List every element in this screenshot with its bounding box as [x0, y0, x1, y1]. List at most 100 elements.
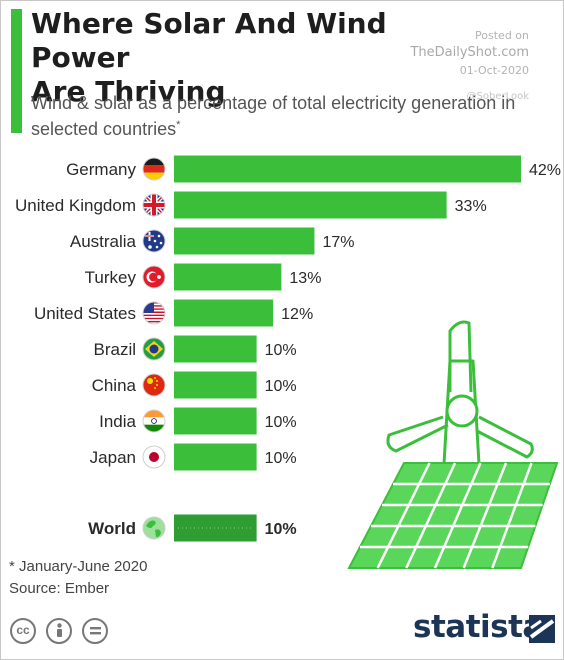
bar-brazil	[174, 335, 257, 363]
no-derivatives-icon	[82, 618, 108, 644]
united-states-flag-icon	[142, 301, 166, 325]
flag-star-small	[156, 384, 158, 386]
statista-logo-mark-icon	[529, 615, 555, 643]
category-label-united-kingdom: United Kingdom	[15, 196, 136, 215]
australia-flag-icon	[142, 229, 166, 253]
flag-body	[143, 302, 165, 324]
flag-outline	[142, 157, 166, 181]
flag-body	[143, 374, 165, 396]
flag-star	[148, 245, 152, 249]
watermark-date: 01-Oct-2020	[459, 64, 529, 77]
flag-stripe-saffron	[143, 410, 165, 418]
flag-star-small	[154, 377, 156, 379]
flag-stripe	[143, 314, 165, 317]
bar-china	[174, 371, 257, 399]
flag-stripe	[143, 317, 165, 320]
value-label-germany: 42%	[529, 162, 561, 179]
attribution-icon	[46, 618, 72, 644]
japan-flag-icon	[142, 445, 166, 469]
turkey-flag-icon	[142, 265, 166, 289]
flag-globe	[149, 344, 159, 354]
flag-chakra	[151, 418, 157, 424]
germany-flag-icon	[142, 157, 166, 181]
source-note: Source: Ember	[9, 580, 110, 597]
flag-outline	[142, 373, 166, 397]
footnote: * January-June 2020	[9, 558, 148, 575]
bar-turkey	[174, 263, 282, 291]
solar-panel-gridline	[433, 462, 482, 569]
flag-body	[143, 517, 165, 539]
statista-logo[interactable]: statista	[413, 609, 543, 645]
flag-outline	[142, 265, 166, 289]
solar-panel-gridline	[491, 462, 533, 569]
category-label-japan: Japan	[90, 448, 136, 467]
flag-body	[143, 410, 165, 432]
flag-outline	[142, 516, 166, 540]
flag-outline	[142, 229, 166, 253]
watermark-site: TheDailyShot.com	[410, 45, 529, 60]
flag-stripe-white	[143, 417, 165, 425]
value-label-china: 10%	[265, 378, 297, 395]
globe-land	[146, 520, 161, 538]
category-label-united-states: United States	[34, 304, 136, 323]
flag-star	[157, 234, 161, 238]
value-label-brazil: 10%	[265, 342, 297, 359]
bars-layer: Germany 42% United Kingdom 33% Australia 17% T…	[15, 155, 561, 542]
value-label-turkey: 13%	[289, 270, 321, 287]
china-flag-icon	[142, 373, 166, 397]
bar-australia	[174, 227, 315, 255]
flag-cross-red-v	[152, 194, 156, 216]
chart-subtitle: Wind & solar as a percentage of total el…	[31, 92, 561, 140]
title-accent-bar	[11, 9, 22, 133]
subtitle-footnote-mark: *	[176, 119, 181, 131]
category-label-australia: Australia	[70, 232, 137, 251]
category-label-germany: Germany	[66, 160, 136, 179]
watermark-posted: Posted on	[475, 29, 529, 42]
category-label-india: India	[99, 412, 136, 431]
flag-stripe	[143, 316, 165, 318]
flag-outline	[142, 193, 166, 217]
page-title: Where Solar And Wind Power Are Thriving	[31, 7, 451, 109]
value-label-united-kingdom: 33%	[455, 198, 487, 215]
flag-stripe	[143, 319, 165, 321]
watermark-handle: @SoberLook	[466, 91, 530, 102]
flag-stripe-black	[143, 158, 165, 166]
india-flag-icon	[142, 409, 166, 433]
title-line-2: Are Thriving	[31, 75, 226, 108]
flag-body	[143, 230, 165, 252]
value-label-australia: 17%	[322, 234, 354, 251]
category-label-world: World	[88, 519, 136, 538]
flag-star-small	[154, 387, 156, 389]
category-label-turkey: Turkey	[85, 268, 137, 287]
flag-stripe	[143, 313, 165, 315]
flag-canton	[143, 302, 154, 313]
value-label-united-states: 12%	[281, 306, 313, 323]
flag-stripe-green	[143, 424, 165, 432]
bar-japan	[174, 443, 257, 471]
value-label-japan: 10%	[265, 450, 297, 467]
value-label-india: 10%	[265, 414, 297, 431]
brazil-flag-icon	[142, 337, 166, 361]
bar-germany	[174, 155, 521, 183]
flag-sun	[149, 452, 159, 462]
category-label-brazil: Brazil	[93, 340, 136, 359]
flag-star	[159, 241, 163, 245]
flag-stripe	[143, 322, 165, 324]
united-kingdom-flag-icon	[142, 193, 166, 217]
flag-outline	[142, 409, 166, 433]
flag-canton-h-red	[145, 235, 154, 237]
bar-india	[174, 407, 257, 435]
solar-panel-illustration	[347, 462, 559, 569]
flag-body	[143, 158, 165, 180]
solar-panel-gridline	[405, 462, 457, 569]
flag-stripe-red	[143, 165, 165, 173]
flag-star-small	[156, 380, 158, 382]
flag-star	[157, 275, 161, 279]
bar-united-states	[174, 299, 274, 327]
flag-body	[143, 266, 165, 288]
category-label-china: China	[92, 376, 137, 395]
flag-outline	[142, 445, 166, 469]
flag-body	[143, 194, 165, 216]
flag-stripe-gold	[143, 172, 165, 180]
